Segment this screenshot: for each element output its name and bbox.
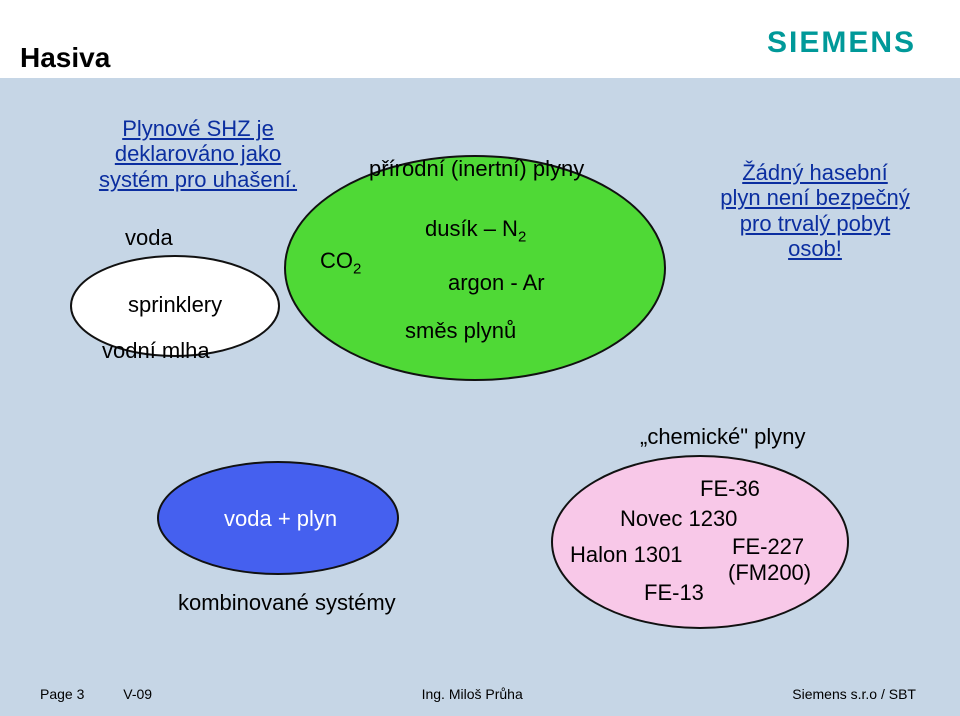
warning-line-2: plyn není bezpečný xyxy=(720,185,910,210)
label-argon: argon - Ar xyxy=(448,270,545,295)
warning-line-3: pro trvalý pobyt xyxy=(740,211,890,236)
label-sprinklery: sprinklery xyxy=(128,292,222,317)
label-dusik-text: dusík – N xyxy=(425,216,518,241)
warning-line-1: Žádný hasební xyxy=(742,160,888,185)
footer: Page 3 V-09 Ing. Miloš Průha Siemens s.r… xyxy=(0,686,960,702)
footer-page: Page 3 xyxy=(40,686,84,702)
label-co2: CO2 xyxy=(320,248,361,278)
label-dusik: dusík – N2 xyxy=(425,216,526,246)
label-dusik-sub: 2 xyxy=(518,228,526,245)
label-chemicke: „chemické" plyny xyxy=(640,424,806,449)
label-kombinovane: kombinované systémy xyxy=(178,590,396,615)
label-fm200: (FM200) xyxy=(728,560,811,585)
label-smes: směs plynů xyxy=(405,318,516,343)
footer-v09: V-09 xyxy=(123,686,152,702)
warning-line-4: osob! xyxy=(788,236,842,261)
shz-line-3: systém pro uhašení. xyxy=(99,167,297,192)
label-fe36: FE-36 xyxy=(700,476,760,501)
label-voda: voda xyxy=(125,225,173,250)
label-voda-plyn: voda + plyn xyxy=(224,506,337,531)
label-halon: Halon 1301 xyxy=(570,542,683,567)
label-novec: Novec 1230 xyxy=(620,506,737,531)
label-co2-sub: 2 xyxy=(353,260,361,277)
label-prirodni: přírodní (inertní) plyny xyxy=(369,156,584,181)
footer-left: Page 3 V-09 xyxy=(40,686,152,702)
label-fe227: FE-227 xyxy=(732,534,804,559)
slide-canvas: Hasiva SIEMENS Plynové SHZ je deklarován… xyxy=(0,0,960,716)
footer-right: Siemens s.r.o / SBT xyxy=(792,686,916,702)
footer-mid: Ing. Miloš Průha xyxy=(422,686,523,702)
label-vodni-mlha: vodní mlha xyxy=(102,338,210,363)
shz-line-2: deklarováno jako xyxy=(115,141,281,166)
label-fe13: FE-13 xyxy=(644,580,704,605)
label-co2-text: CO xyxy=(320,248,353,273)
shz-link-block: Plynové SHZ je deklarováno jako systém p… xyxy=(68,116,328,192)
shz-line-1: Plynové SHZ je xyxy=(122,116,274,141)
warning-block: Žádný hasební plyn není bezpečný pro trv… xyxy=(700,160,930,261)
